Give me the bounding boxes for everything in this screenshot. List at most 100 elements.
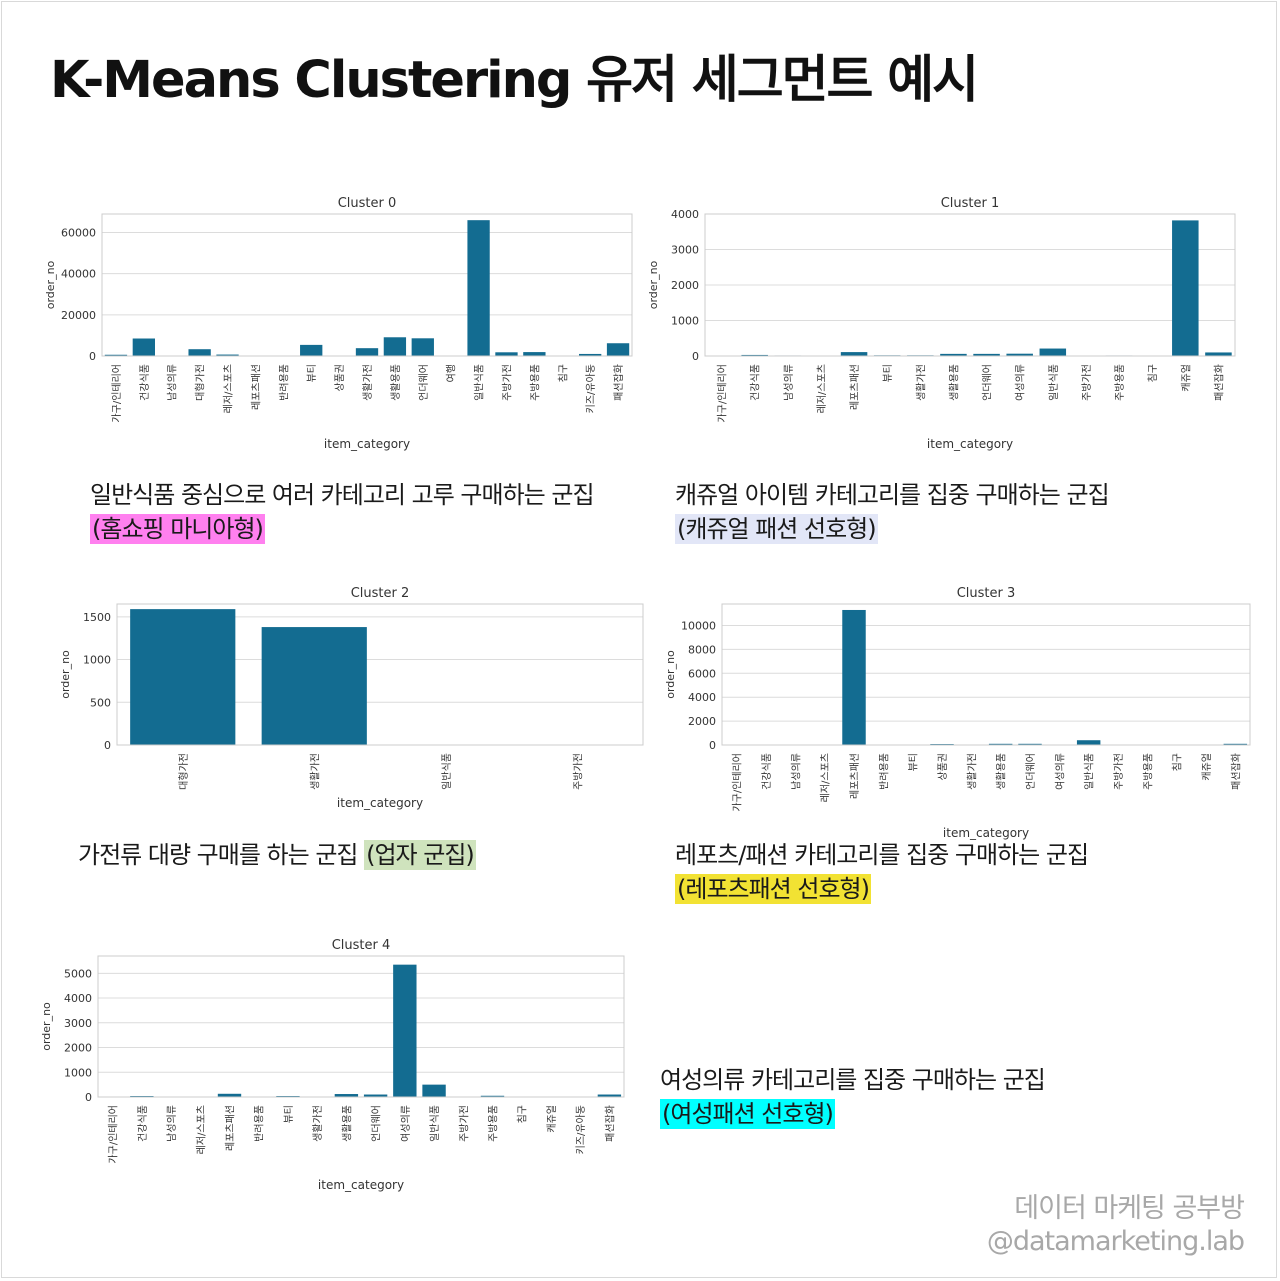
x-tick-label: 언더웨어	[371, 1105, 383, 1142]
y-tick-label: 4000	[688, 691, 716, 704]
x-tick-label: 패션잡화	[1230, 753, 1242, 790]
bar-건강식품	[741, 354, 768, 356]
x-tick-label: 레포츠패션	[849, 364, 861, 410]
x-tick-label: 생활용품	[340, 1105, 353, 1142]
chart-title: Cluster 4	[332, 938, 391, 953]
x-tick-label: 주방용품	[1142, 753, 1154, 790]
x-axis-label: item_category	[318, 1178, 404, 1192]
plot-frame	[97, 955, 625, 1098]
x-tick-label: 반려용품	[878, 753, 890, 790]
bar-여성의류	[1006, 353, 1033, 356]
y-tick-label: 10000	[681, 620, 716, 633]
y-tick-label: 0	[85, 1091, 92, 1104]
y-tick-label: 2000	[688, 715, 716, 728]
chart-cluster-2: 0 500 1000 1500 대형가전 생활가전 일반식품 주방가전 Cluster 2 ord…	[59, 578, 660, 818]
x-tick-label: 레저/스포츠	[820, 753, 832, 802]
x-tick-label: 생활가전	[965, 753, 978, 790]
cluster-2-desc-line: 가전류 대량 구매를 하는 군집	[78, 841, 365, 869]
bar-레저/스포츠	[216, 354, 239, 356]
x-tick-label: 침구	[557, 364, 569, 382]
x-tick-label: 생활용품	[995, 753, 1008, 790]
x-axis-label: item_category	[927, 437, 1013, 451]
x-tick-label: 캐쥬얼	[546, 1105, 558, 1133]
x-tick-label: 생활용품	[947, 364, 960, 401]
bar-키즈/유아동	[579, 353, 602, 356]
cluster-1-desc-line: 캐쥬얼 아이템 카테고리를 집중 구매하는 군집	[675, 481, 1110, 509]
bar-생활용품	[940, 353, 967, 356]
cluster-4-desc-line: 여성의류 카테고리를 집중 구매하는 군집	[660, 1066, 1046, 1094]
x-tick-label: 캐쥬얼	[1180, 364, 1192, 392]
cluster-3-description: 레포츠/패션 카테고리를 집중 구매하는 군집 (레포츠패션 선호형)	[675, 838, 1089, 906]
bar-생활가전	[355, 348, 379, 356]
plot-frame	[704, 213, 1236, 357]
chart-title: Cluster 2	[351, 586, 410, 601]
bar-주방가전	[495, 352, 518, 356]
y-tick-label: 0	[104, 739, 111, 752]
y-tick-label: 3000	[671, 244, 699, 257]
x-tick-label: 건강식품	[139, 364, 151, 401]
chart-cluster-4: 0 1000 2000 3000 4000 5000 가구/인테리어 건강식품 남성의류 레저/스…	[40, 930, 640, 1200]
x-tick-label: 일반식품	[441, 753, 453, 790]
x-tick-label: 패션잡화	[613, 364, 625, 401]
x-tick-label: 대형가전	[195, 364, 207, 401]
cluster-2-svg: 0 500 1000 1500 대형가전 생활가전 일반식품 주방가전 Cluster 2 ord…	[59, 586, 644, 810]
x-tick-label: 패션잡화	[1213, 364, 1225, 401]
y-tick-label: 5000	[64, 967, 92, 980]
cluster-3-highlight: (레포츠패션 선호형)	[675, 874, 871, 904]
bar-언더웨어	[973, 353, 1000, 356]
x-tick-label: 여성의류	[400, 1105, 412, 1142]
bar-언더웨어	[1018, 743, 1042, 745]
bar-대형가전	[130, 609, 236, 745]
x-tick-label: 레저/스포츠	[223, 364, 235, 413]
y-tick-label: 40000	[61, 268, 96, 281]
bar-건강식품	[132, 338, 155, 356]
chart-cluster-3: 0 2000 4000 6000 8000 10000 가구/인테리어 건강식품 남성의류 레저/…	[660, 578, 1260, 840]
x-tick-label: 레포츠패션	[225, 1105, 237, 1151]
x-tick-label: 주방용품	[529, 364, 541, 401]
x-tick-label: 가구/인테리어	[732, 753, 744, 812]
x-tick-label: 키즈/유아동	[575, 1105, 587, 1154]
cluster-3-svg: 0 2000 4000 6000 8000 10000 가구/인테리어 건강식품 남성의류 레저/…	[664, 586, 1251, 840]
x-tick-label: 가구/인테리어	[717, 364, 729, 423]
x-tick-label: 가구/인테리어	[108, 1105, 120, 1164]
bar-생활용품	[988, 743, 1013, 745]
y-tick-label: 20000	[61, 309, 96, 322]
bar-패션잡화	[606, 343, 630, 356]
chart-cluster-1: 0 1000 2000 3000 4000 가구/인테리어 건강식품 남성의류 레저/스포츠 레포…	[647, 190, 1250, 460]
plot-frame	[101, 213, 633, 357]
x-tick-label: 반려용품	[254, 1105, 266, 1142]
cluster-1-svg: 0 1000 2000 3000 4000 가구/인테리어 건강식품 남성의류 레저/스포츠 레포…	[647, 196, 1236, 451]
x-tick-label: 뷰티	[882, 364, 894, 382]
bar-언더웨어	[363, 1094, 388, 1097]
y-tick-label: 1500	[83, 611, 111, 624]
x-tick-label: 레포츠패션	[849, 753, 861, 799]
x-tick-label: 주방가전	[501, 364, 513, 401]
x-tick-label: 언더웨어	[982, 364, 994, 401]
x-tick-label: 언더웨어	[418, 364, 430, 401]
x-tick-label: 침구	[517, 1105, 529, 1123]
cluster-0-svg: 0 20000 40000 60000 가구/인테리어 건강식품 남성의류 대형가전 레저/스포…	[44, 196, 633, 451]
x-tick-label: 주방가전	[1081, 364, 1093, 401]
x-tick-label: 생활가전	[914, 364, 927, 401]
x-tick-label: 뷰티	[908, 753, 920, 771]
cluster-1-highlight: (캐쥬얼 패션 선호형)	[675, 514, 878, 544]
bar-주방용품	[523, 352, 546, 356]
y-tick-label: 2000	[671, 279, 699, 292]
x-tick-label: 주방가전	[1113, 753, 1125, 790]
cluster-4-svg: 0 1000 2000 3000 4000 5000 가구/인테리어 건강식품 남성의류 레저/스…	[40, 938, 625, 1192]
bar-일반식품	[1039, 348, 1067, 356]
x-tick-label: 상품권	[937, 753, 949, 781]
x-tick-label: 레저/스포츠	[195, 1105, 207, 1154]
x-tick-label: 일반식품	[474, 364, 486, 401]
brand-handle: @datamarketing.lab	[986, 1226, 1245, 1257]
bar-캐쥬얼	[1172, 220, 1199, 356]
x-tick-label: 생활가전	[361, 364, 374, 401]
x-tick-label: 키즈/유아동	[585, 364, 597, 413]
bar-생활용품	[334, 1094, 359, 1097]
x-tick-label: 가구/인테리어	[111, 364, 123, 423]
plot-frame	[721, 603, 1251, 746]
x-tick-label: 일반식품	[1048, 364, 1060, 401]
x-tick-label: 레저/스포츠	[816, 364, 828, 413]
y-tick-label: 1000	[64, 1066, 92, 1079]
